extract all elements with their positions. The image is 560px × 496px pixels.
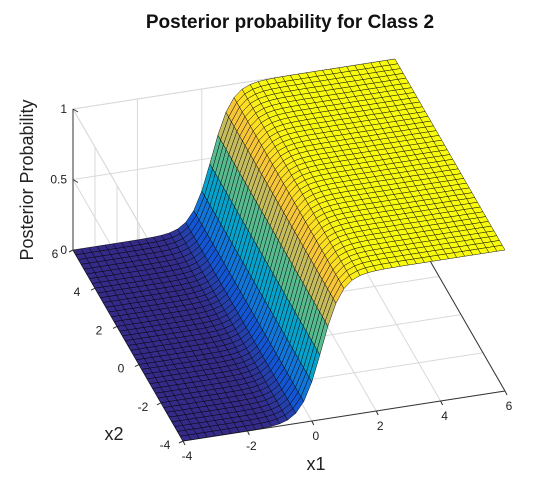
y-tick <box>112 325 118 329</box>
x-tick <box>504 390 508 396</box>
z-tick-label: 0.5 <box>50 173 67 187</box>
x-tick <box>440 400 444 406</box>
y-tick <box>134 364 140 368</box>
chart-title: Posterior probability for Class 2 <box>146 12 434 33</box>
y-tick <box>68 249 74 253</box>
z-tick-label: 0 <box>60 243 67 257</box>
y-tick-label: 0 <box>118 362 125 376</box>
x-tick-label: -2 <box>246 439 257 453</box>
y-tick-label: -4 <box>160 438 171 452</box>
surface-layer <box>72 58 506 442</box>
x-tick <box>182 440 186 446</box>
y-tick <box>90 287 96 291</box>
y-tick-label: 4 <box>74 285 81 299</box>
y-tick-label: -2 <box>138 400 149 414</box>
x-tick <box>375 410 379 416</box>
y-tick-label: 6 <box>52 247 59 261</box>
z-tick-label: 1 <box>60 102 67 116</box>
z-tick <box>72 249 79 254</box>
x-tick <box>311 420 315 426</box>
z-tick <box>72 179 79 183</box>
x-axis-label: x1 <box>306 454 325 474</box>
z-axis-label: Posterior Probability <box>17 99 37 260</box>
x-tick <box>246 430 250 436</box>
x-tick-label: 0 <box>312 429 319 443</box>
z-tick <box>72 108 79 113</box>
y-axis-label: x2 <box>104 424 123 444</box>
x-tick-label: 6 <box>506 399 513 413</box>
y-tick <box>156 402 162 406</box>
x-tick-label: 2 <box>377 419 384 433</box>
x-tick-label: 4 <box>441 409 448 423</box>
surface-patch <box>493 245 506 252</box>
y-tick <box>178 440 184 444</box>
y-tick-label: 2 <box>96 323 103 337</box>
x-tick-label: -4 <box>182 449 193 463</box>
